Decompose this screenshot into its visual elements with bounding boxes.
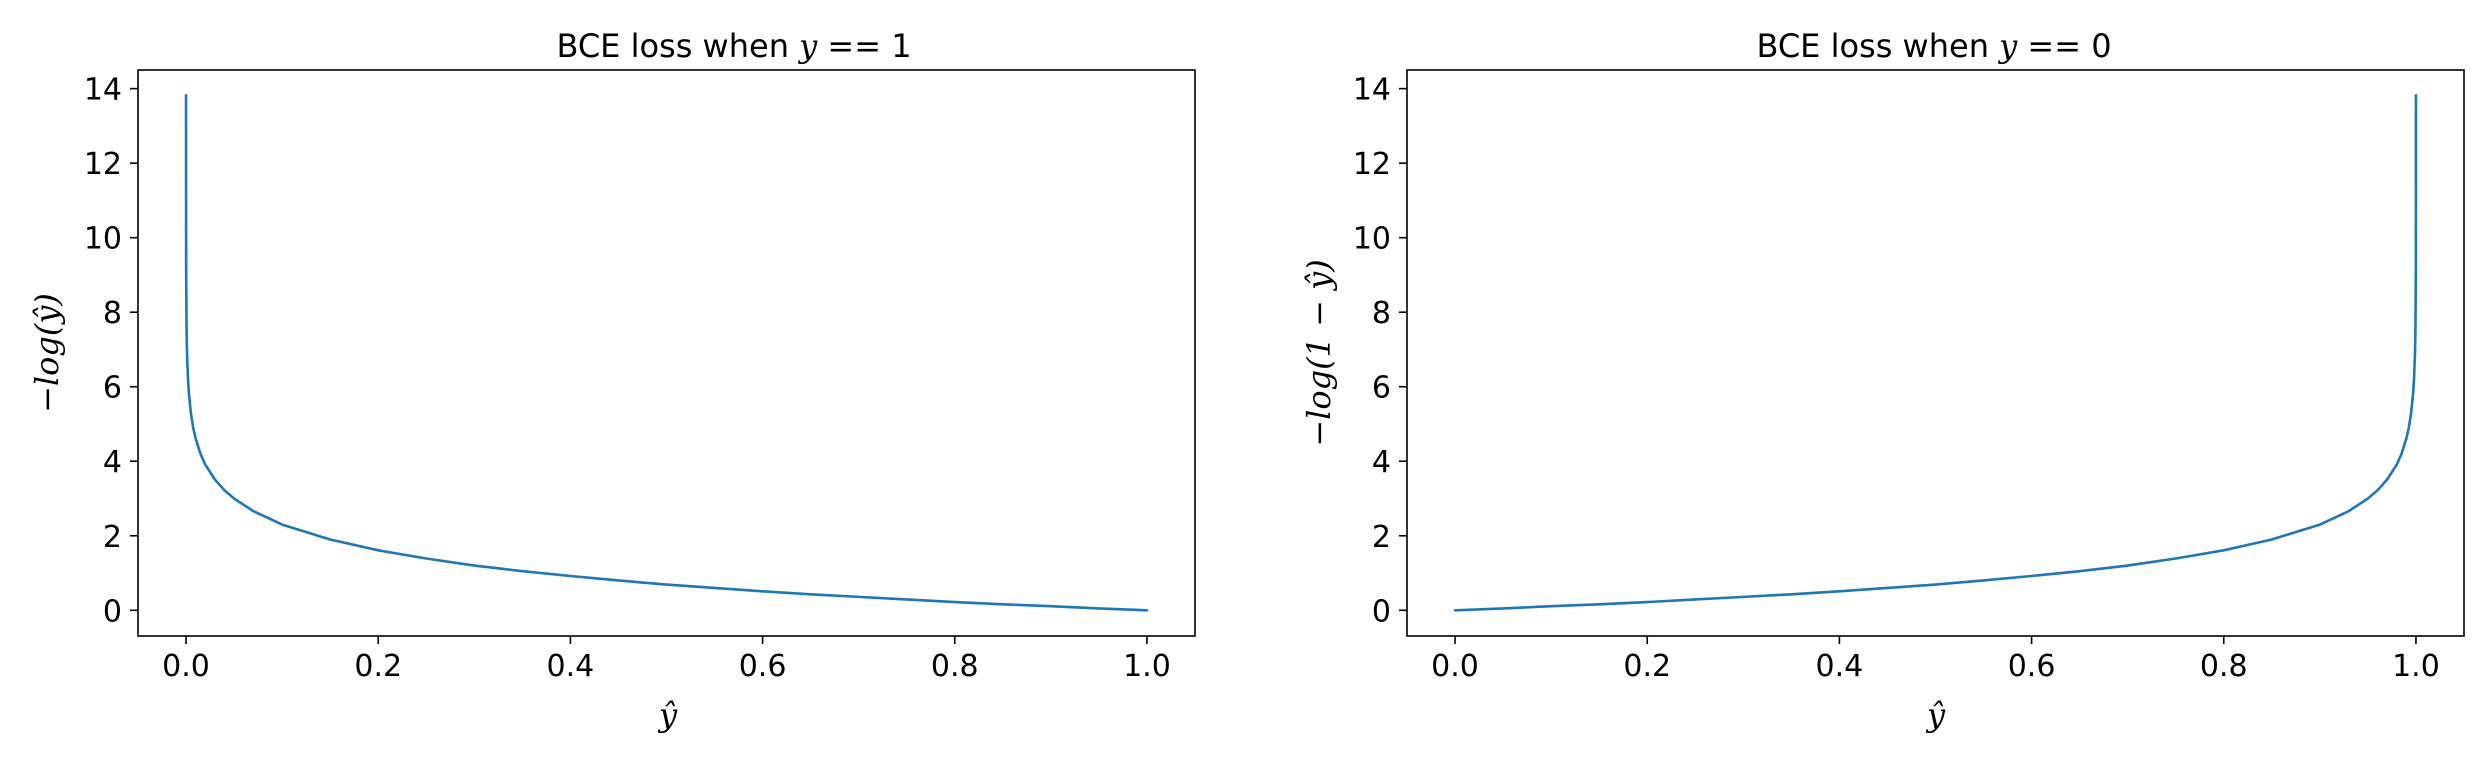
y-tick-label: 6 [103,371,122,406]
y-axis-label: −log(1 − ŷ) [1300,259,1338,446]
x-tick-label: 1.0 [1123,649,1171,684]
x-tick-label: 0.6 [739,649,787,684]
chart-bce-y1: BCE loss when y == 1 0.0 0.2 0.4 0.6 0.8 1.00… [28,27,1196,734]
tick-group: 0.0 0.2 0.4 0.6 0.8 1.0 0 2 4 6 8 10 12 14 [84,73,1171,684]
y-tick-label: 12 [1353,147,1391,182]
x-tick-label: 0.6 [2008,649,2056,684]
chart-title: BCE loss when y == 1 [556,27,911,65]
y-axis-label: −log(ŷ) [28,293,66,413]
y-tick-label: 8 [1372,296,1391,331]
series-line [1453,94,2418,612]
y-tick-label: 2 [1372,520,1391,555]
y-tick-label: 14 [84,73,122,108]
x-tick-label: 0.4 [547,649,595,684]
plot-area-frame [137,69,1196,637]
y-tick-label: 10 [1353,222,1391,257]
y-tick-label: 0 [1372,594,1391,629]
y-tick-label: 10 [84,222,122,257]
y-tick-label: 12 [84,147,122,182]
x-tick-label: 0.8 [931,649,979,684]
y-tick-label: 14 [1353,73,1391,108]
x-tick-label: 0.2 [1623,649,1671,684]
y-tick-label: 0 [103,594,122,629]
y-tick-label: 2 [103,520,122,555]
y-tick-label: 8 [103,296,122,331]
x-tick-label: 0.4 [1816,649,1864,684]
y-tick-label: 4 [103,445,122,480]
x-tick-label: 0.2 [354,649,402,684]
x-tick-label: 0.0 [162,649,210,684]
x-axis-label: ŷ [1925,696,1946,734]
x-tick-label: 1.0 [2392,649,2440,684]
plot-area-frame [1406,69,2465,637]
y-tick-label: 6 [1372,371,1391,406]
chart-title: BCE loss when y == 0 [1756,27,2111,65]
chart-bce-y0: BCE loss when y == 0 0.0 0.2 0.4 0.6 0.8 1.00… [1300,27,2465,734]
x-axis-label: ŷ [657,696,678,734]
series-line [184,94,1149,612]
series-group [184,94,1149,612]
y-tick-label: 4 [1372,445,1391,480]
x-tick-label: 0.8 [2200,649,2248,684]
series-group [1453,94,2418,612]
tick-group: 0.0 0.2 0.4 0.6 0.8 1.0 0 2 4 6 8 10 12 14 [1353,73,2440,684]
x-tick-label: 0.0 [1431,649,1479,684]
